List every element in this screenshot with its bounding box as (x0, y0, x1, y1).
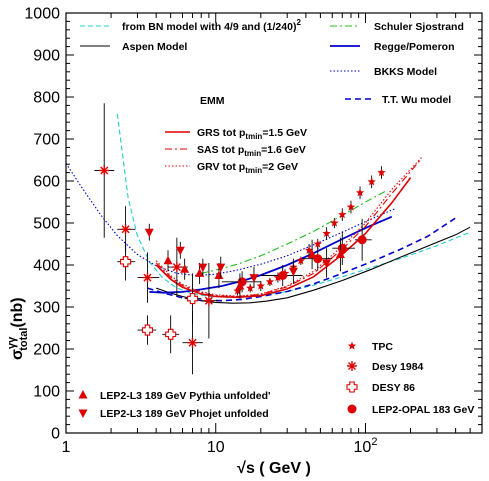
series-desy-86 (117, 242, 202, 354)
legend-label-schuler-sjostrand: Schuler Sjostrand (374, 21, 464, 33)
data-point-cross (165, 328, 177, 340)
data-point-circle (357, 235, 367, 245)
y-tick-label: 200 (33, 342, 60, 359)
data-point-triangle-up (214, 270, 224, 279)
data-point-triangle-down (144, 228, 154, 238)
legend-marker-lep2-l3-189-gev-pythia-unfolded (78, 390, 88, 399)
curve-regge-pomeron (149, 215, 393, 294)
legend-label-tpc: TPC (372, 341, 393, 353)
legend-label-aspen-model: Aspen Model (122, 41, 187, 53)
data-point-star (256, 281, 265, 290)
data-point-asterisk (187, 337, 198, 348)
data-point-asterisk (142, 272, 153, 283)
legend-marker-tpc (347, 341, 357, 350)
data-point-circle (278, 271, 288, 280)
legend-label-lep2-l3-189-gev-pythia-unfolded: LEP2-L3 189 GeV Pythia unfolded' (100, 390, 271, 402)
data-point-star (330, 218, 339, 227)
data-point-star (355, 188, 365, 197)
legend-marker-desy-86 (346, 381, 358, 393)
legend-label-desy-1984: Desy 1984 (372, 361, 424, 373)
curve-grs-tot-p-1-5-gev (155, 177, 412, 299)
data-point-star (233, 286, 242, 295)
data-point-star (304, 245, 314, 254)
tick-layer: 0 100 200 300 400 500 600 700 800 900 1000 1 10 102 (24, 6, 483, 456)
legend-label-from-bn-model-with-4-9-and-1-240: from BN model with 4/9 and (1/240)2 (122, 18, 301, 33)
series-lep2-l3-189-gev-phojet-unfolded (144, 223, 332, 289)
data-point-star (367, 177, 376, 186)
y-tick-label: 400 (33, 258, 60, 275)
y-tick-label: 300 (33, 300, 60, 317)
legend-label-lep2-opal-183-gev: LEP2-OPAL 183 GeV (372, 404, 474, 416)
curve-schuler-sjostrand (201, 189, 388, 274)
y-tick-label: 800 (33, 90, 60, 107)
y-tick-label: 100 (33, 384, 60, 401)
curve-sas-tot-p-1-6-gev (155, 160, 421, 298)
legend-label-sas-tot-p-1-6-gev: SAS tot ptmin=1.6 GeV (197, 144, 306, 158)
x-axis-label: √s ( GeV ) (237, 460, 311, 477)
y-axis-label: σγγtotal(nb) (6, 297, 30, 360)
legend-label-regge-pomeron: Regge/Pomeron (374, 41, 455, 53)
curve-layer (66, 113, 471, 304)
legend-group-title: EMM (200, 95, 225, 107)
curve-grv-tot-p-2-gev (155, 156, 423, 297)
data-point-triangle-down (198, 263, 208, 273)
data-point-star (322, 229, 331, 238)
data-point-star (296, 256, 305, 265)
data-point-star (338, 210, 347, 219)
data-point-triangle-up (195, 268, 205, 277)
data-point-asterisk (99, 165, 110, 176)
data-point-star (313, 239, 322, 248)
y-tick-label: 1000 (24, 6, 60, 23)
legend: from BN model with 4/9 and (1/240)2 Aspen… (78, 18, 474, 420)
data-point-star (265, 277, 275, 286)
data-point-triangle-up (180, 264, 190, 273)
data-point-star (246, 283, 255, 292)
data-point-asterisk (171, 262, 182, 273)
data-point-triangle-up (163, 255, 173, 265)
legend-marker-desy-1984 (347, 361, 357, 371)
data-point-triangle-down (175, 246, 185, 256)
legend-label-grs-tot-p-1-5-gev: GRS tot ptmin=1.5 GeV (197, 127, 307, 141)
data-point-circle (337, 243, 347, 253)
x-tick-label: 1 (62, 439, 71, 456)
series-lep2-opal-183-gev (221, 218, 372, 293)
data-point-star (377, 168, 386, 177)
data-point-asterisk (203, 295, 214, 306)
y-tick-label: 500 (33, 216, 60, 233)
series-lep2-l3-189-gev-pythia-unfolded (163, 237, 345, 299)
data-point-star (346, 202, 356, 211)
y-tick-label: 0 (51, 426, 60, 443)
data-point-cross (141, 324, 154, 336)
data-point-cross (186, 293, 199, 305)
curve-bkks-model (66, 163, 397, 277)
legend-label-t-t-wu-model: T.T. Wu model (382, 94, 451, 106)
data-point-triangle-down (249, 274, 259, 283)
data-point-triangle-up (335, 249, 345, 258)
data-point-triangle-down (216, 263, 226, 273)
x-tick-label: 102 (354, 436, 378, 456)
data-point-triangle-up (235, 281, 245, 290)
x-tick-label: 10 (207, 439, 225, 456)
legend-marker-lep2-opal-183-gev (347, 404, 357, 414)
data-point-cross (120, 256, 132, 268)
data-point-triangle-up (307, 249, 317, 258)
y-tick-label: 700 (33, 132, 60, 149)
y-tick-label: 900 (33, 48, 60, 65)
legend-label-bkks-model: BKKS Model (374, 66, 437, 78)
data-point-layer (94, 103, 386, 375)
legend-label-desy-86: DESY 86 (372, 382, 415, 394)
data-point-asterisk (120, 224, 131, 235)
data-point-triangle-down (288, 267, 298, 277)
legend-marker-lep2-l3-189-gev-phojet-unfolded (78, 409, 88, 418)
y-tick-label: 600 (33, 174, 60, 191)
data-point-star (273, 273, 283, 282)
legend-label-lep2-l3-189-gev-phojet-unfolded: LEP2-L3 189 GeV Phojet unfolded (100, 408, 269, 420)
data-point-triangle-down (322, 259, 332, 268)
legend-label-grv-tot-p-2-gev: GRV tot ptmin=2 GeV (197, 161, 298, 175)
